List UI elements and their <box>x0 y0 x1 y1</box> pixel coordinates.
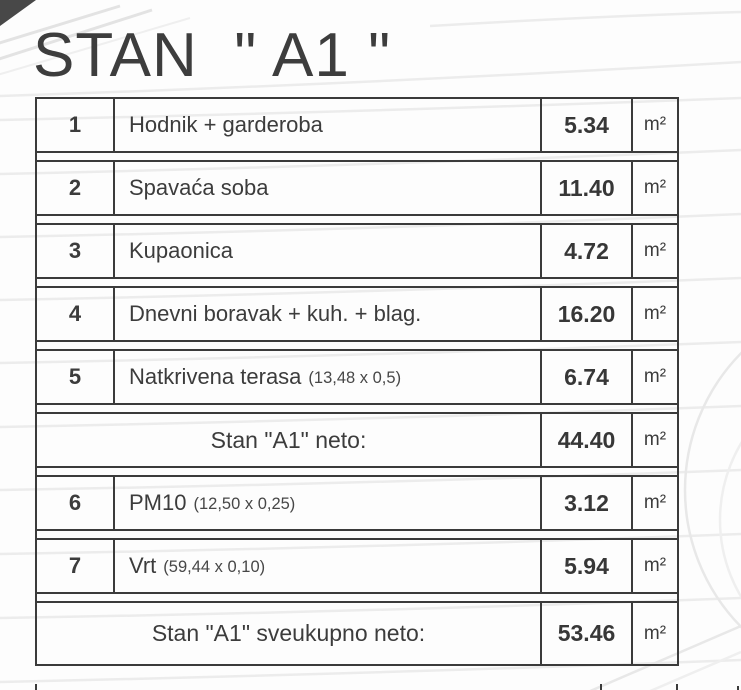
corner-fold-decoration <box>0 0 36 26</box>
room-name: Vrt (59,44 x 0,10) <box>115 540 542 592</box>
row-number: 4 <box>37 288 115 340</box>
area-unit: m² <box>643 555 667 576</box>
row-number: 7 <box>37 540 115 592</box>
row-number: 3 <box>37 225 115 277</box>
table-row-total: Stan "A1" sveukupno neto: 53.46 m² <box>37 601 677 666</box>
area-unit: m² <box>643 114 667 135</box>
room-dimension-note: (59,44 x 0,10) <box>163 558 266 576</box>
area-value: 5.94 <box>542 540 633 592</box>
room-name: Spavaća soba <box>115 162 542 214</box>
summary-label: Stan "A1" sveukupno neto: <box>37 603 542 664</box>
page-title: STAN " A1 " <box>33 21 392 90</box>
room-dimension-note: (13,48 x 0,5) <box>308 369 402 387</box>
row-number: 5 <box>37 351 115 403</box>
table-row: 2 Spavaća soba 11.40 m² <box>37 160 677 216</box>
area-unit: m² <box>643 366 667 387</box>
row-number: 2 <box>37 162 115 214</box>
room-name-text: Natkrivena terasa <box>129 364 302 389</box>
room-name-text: Spavaća soba <box>129 175 269 200</box>
room-name: Dnevni boravak + kuh. + blag. <box>115 288 542 340</box>
table-row: 7 Vrt (59,44 x 0,10) 5.94 m² <box>37 538 677 594</box>
area-value: 3.12 <box>542 477 633 529</box>
area-value: 5.34 <box>542 99 633 151</box>
area-unit: m² <box>643 240 667 261</box>
room-dimension-note: (12,50 x 0,25) <box>193 495 296 513</box>
area-unit: m² <box>643 622 667 644</box>
room-name: Natkrivena terasa (13,48 x 0,5) <box>115 351 542 403</box>
room-name-text: Hodnik + garderoba <box>129 112 323 137</box>
room-name-text: Vrt <box>129 553 157 578</box>
table-row: 6 PM10 (12,50 x 0,25) 3.12 m² <box>37 475 677 531</box>
area-unit: m² <box>643 429 667 450</box>
area-unit: m² <box>643 492 667 513</box>
room-name: Kupaonica <box>115 225 542 277</box>
area-unit: m² <box>643 303 667 324</box>
room-name-text: Dnevni boravak + kuh. + blag. <box>129 301 422 326</box>
summary-label: Stan "A1" neto: <box>37 414 542 466</box>
room-name-text: PM10 <box>129 490 187 515</box>
table-row: 3 Kupaonica 4.72 m² <box>37 223 677 279</box>
area-value: 4.72 <box>542 225 633 277</box>
area-table: 1 Hodnik + garderoba 5.34 m² 2 Spavaća soba 11… <box>35 97 679 666</box>
area-value: 53.46 <box>542 603 633 664</box>
area-value: 11.40 <box>542 162 633 214</box>
area-value: 16.20 <box>542 288 633 340</box>
table-row: 1 Hodnik + garderoba 5.34 m² <box>37 97 677 153</box>
table-row: 5 Natkrivena terasa (13,48 x 0,5) 6.74 m² <box>37 349 677 405</box>
room-name-text: Kupaonica <box>129 238 233 263</box>
row-number: 1 <box>37 99 115 151</box>
room-name: Hodnik + garderoba <box>115 99 542 151</box>
room-name: PM10 (12,50 x 0,25) <box>115 477 542 529</box>
area-value: 44.40 <box>542 414 633 466</box>
area-value: 6.74 <box>542 351 633 403</box>
table-row: 4 Dnevni boravak + kuh. + blag. 16.20 m² <box>37 286 677 342</box>
table-row-subtotal: Stan "A1" neto: 44.40 m² <box>37 412 677 468</box>
area-unit: m² <box>643 177 667 198</box>
row-number: 6 <box>37 477 115 529</box>
